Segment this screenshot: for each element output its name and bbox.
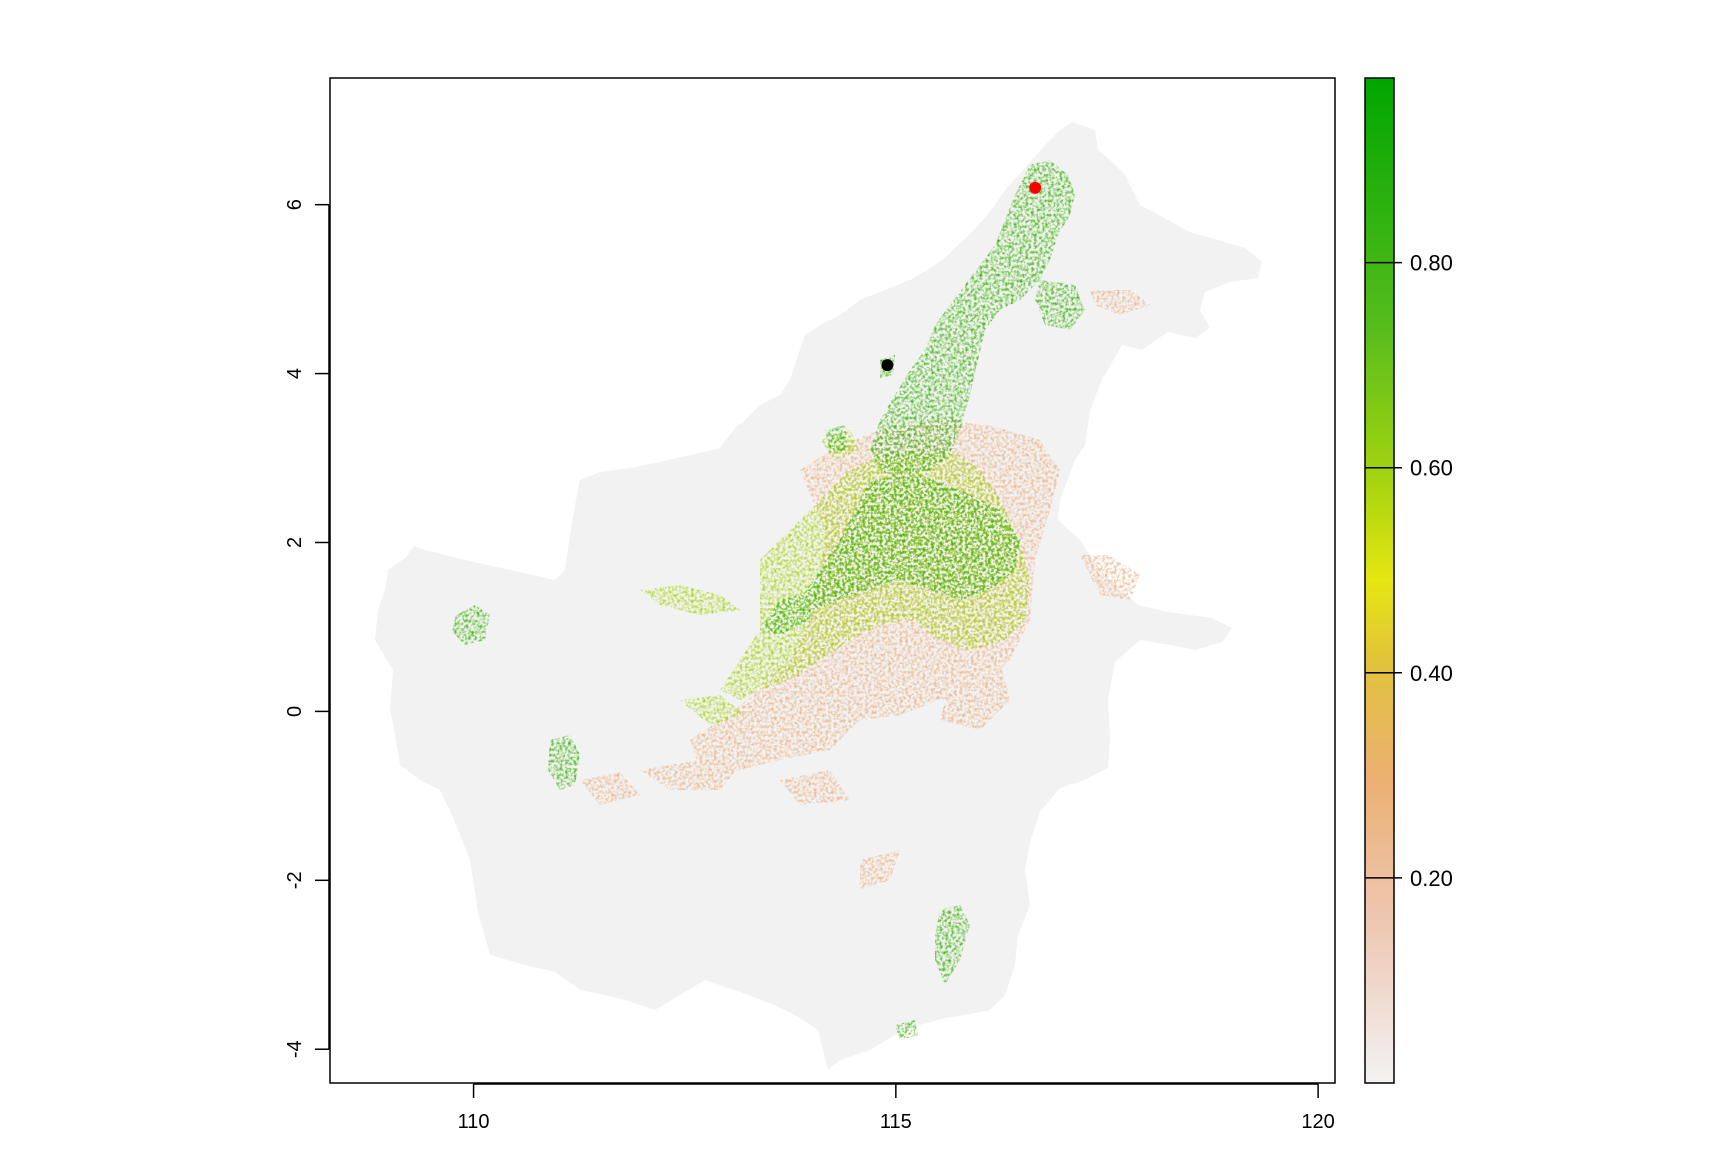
y-tick-label: 4	[284, 368, 306, 379]
red-point	[1029, 181, 1042, 194]
plot-frame	[329, 77, 1336, 1084]
x-tick-label: 115	[880, 1111, 912, 1133]
black-point	[881, 359, 894, 372]
legend-colorbar	[1364, 77, 1395, 1084]
legend-tick-label: 0.60	[1410, 456, 1453, 481]
y-tick-label: -4	[284, 1040, 306, 1058]
legend-tick-label: 0.40	[1410, 661, 1453, 686]
plot-area	[375, 122, 1262, 1070]
points-layer	[881, 181, 1042, 372]
x-tick-label: 110	[458, 1111, 490, 1133]
y-tick-label: 2	[284, 537, 306, 548]
legend-tick-label: 0.20	[1410, 866, 1453, 891]
legend-ticks: 0.20 0.40 0.60 0.80	[1365, 251, 1453, 891]
y-tick-label: 0	[284, 706, 306, 717]
legend-tick-label: 0.80	[1410, 251, 1453, 276]
x-axis: 110 115 120	[458, 1083, 1335, 1133]
legend: 0.20 0.40 0.60 0.80	[1364, 77, 1453, 1084]
y-tick-label: -2	[284, 871, 306, 889]
y-tick-label: 6	[284, 199, 306, 210]
suitability-high-layer	[452, 160, 1085, 1040]
y-axis: -4 -2 0 2 4 6	[284, 199, 330, 1058]
x-tick-label: 120	[1301, 1111, 1334, 1133]
